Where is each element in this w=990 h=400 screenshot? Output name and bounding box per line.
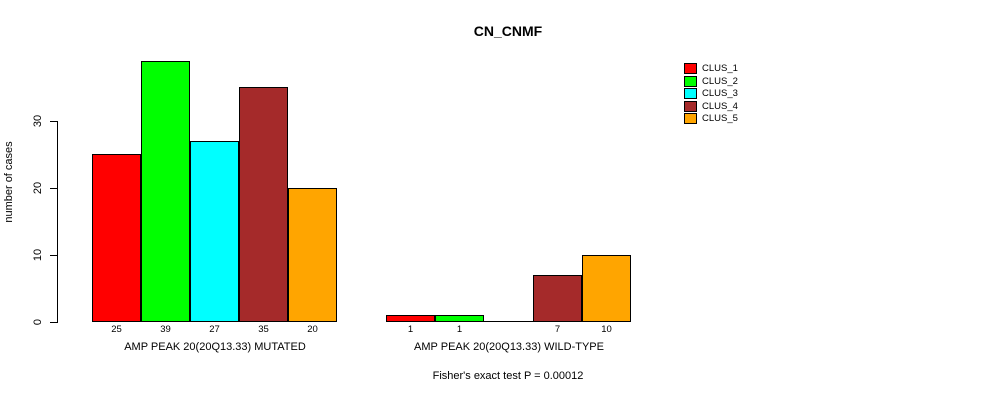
legend-label: CLUS_2 — [702, 75, 738, 87]
y-axis-label: number of cases — [3, 141, 15, 223]
y-axis-tick-label: 10 — [32, 248, 44, 262]
legend-item: CLUS_5 — [684, 113, 738, 124]
y-axis-tick — [50, 188, 57, 189]
bar-clus_3-group2 — [484, 321, 533, 322]
y-axis-tick-label: 30 — [32, 114, 44, 128]
y-axis-tick-label: 20 — [32, 181, 44, 195]
bar-clus_4-group1 — [239, 87, 288, 322]
bar-clus_2-group2 — [435, 315, 484, 322]
legend-swatch-icon — [684, 63, 697, 74]
bar-value-label: 27 — [209, 324, 220, 335]
y-axis-tick-label: 0 — [32, 318, 44, 326]
legend-label: CLUS_1 — [702, 63, 738, 74]
y-axis-tick — [50, 121, 57, 122]
bar-value-label: 1 — [456, 324, 463, 335]
legend-item: CLUS_1 — [684, 63, 738, 74]
bar-clus_1-group2 — [386, 315, 435, 322]
y-axis-tick — [50, 255, 57, 256]
legend: CLUS_1 CLUS_2 CLUS_3 CLUS_4 CLUS_5 — [684, 63, 738, 126]
bar-value-label: 10 — [601, 324, 612, 335]
bar-clus_5-group1 — [288, 188, 337, 322]
chart-title: CN_CNMF — [473, 23, 543, 39]
fisher-test-annotation: Fisher's exact test P = 0.00012 — [432, 370, 584, 382]
x-axis-group-label-mutated: AMP PEAK 20(20Q13.33) MUTATED — [124, 341, 306, 353]
legend-swatch-icon — [684, 100, 697, 112]
y-axis-line — [57, 121, 58, 323]
y-axis-tick — [50, 322, 57, 323]
bar-value-label: 7 — [554, 324, 561, 335]
bar-value-label: 35 — [258, 324, 269, 335]
bar-value-label: 39 — [160, 324, 171, 335]
legend-label: CLUS_4 — [702, 100, 738, 112]
legend-swatch-icon — [684, 88, 697, 99]
bar-clus_1-group1 — [92, 154, 141, 322]
x-axis-group-label-wildtype: AMP PEAK 20(20Q13.33) WILD-TYPE — [414, 341, 604, 353]
legend-item: CLUS_4 — [684, 100, 738, 112]
bar-clus_4-group2 — [533, 275, 582, 322]
legend-item: CLUS_2 — [684, 75, 738, 87]
legend-item: CLUS_3 — [684, 88, 738, 99]
bar-clus_3-group1 — [190, 141, 239, 322]
bar-value-label: 20 — [307, 324, 318, 335]
legend-swatch-icon — [684, 113, 697, 124]
bar-value-label: 1 — [407, 324, 414, 335]
bar-value-label: 25 — [111, 324, 122, 335]
legend-label: CLUS_5 — [702, 113, 738, 124]
legend-label: CLUS_3 — [702, 88, 738, 99]
bar-clus_2-group1 — [141, 61, 190, 322]
legend-swatch-icon — [684, 75, 697, 87]
bar-clus_5-group2 — [582, 255, 631, 322]
